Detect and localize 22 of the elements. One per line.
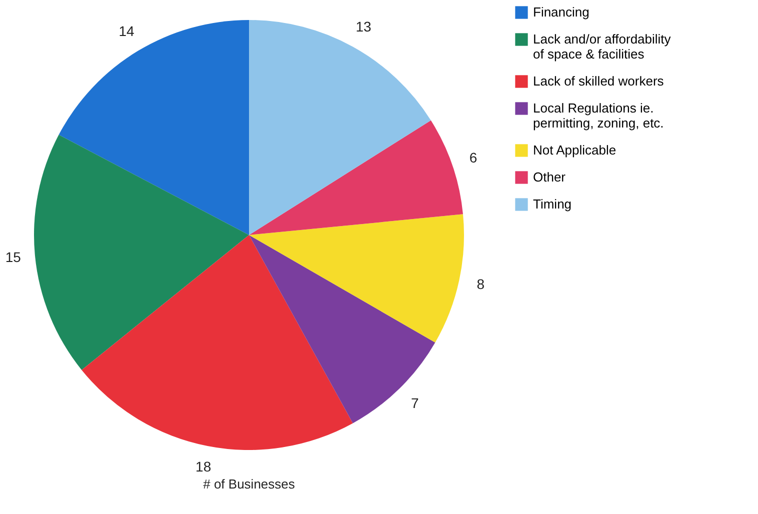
pie-slice: [82, 235, 353, 450]
data-label: 6: [469, 149, 478, 166]
data-label: 8: [476, 276, 485, 292]
pie-slice: [249, 120, 463, 235]
legend-label: Lack and/or affordability of space & facilities: [533, 32, 672, 62]
pie-slice: [34, 134, 249, 370]
data-label: 13: [356, 18, 372, 34]
data-label: 14: [118, 23, 135, 40]
legend-label: Other: [533, 170, 566, 184]
data-label: 18: [196, 458, 212, 475]
legend-label: Local Regulations ie. permitting, zoning, etc.: [533, 100, 664, 130]
pie-slice: [58, 20, 249, 235]
legend-label: Financing: [533, 4, 590, 20]
legend-label: Timing: [533, 196, 572, 212]
pie-slice: [249, 214, 464, 342]
text: # of Businesses: [203, 476, 296, 492]
data-label: 15: [5, 248, 22, 265]
pie-slice: [249, 235, 436, 424]
pie-slice: [249, 20, 431, 235]
legend-label: Not Applicable: [533, 142, 616, 158]
legend-label: Lack of skilled workers: [533, 74, 664, 88]
data-label: 7: [411, 395, 420, 412]
